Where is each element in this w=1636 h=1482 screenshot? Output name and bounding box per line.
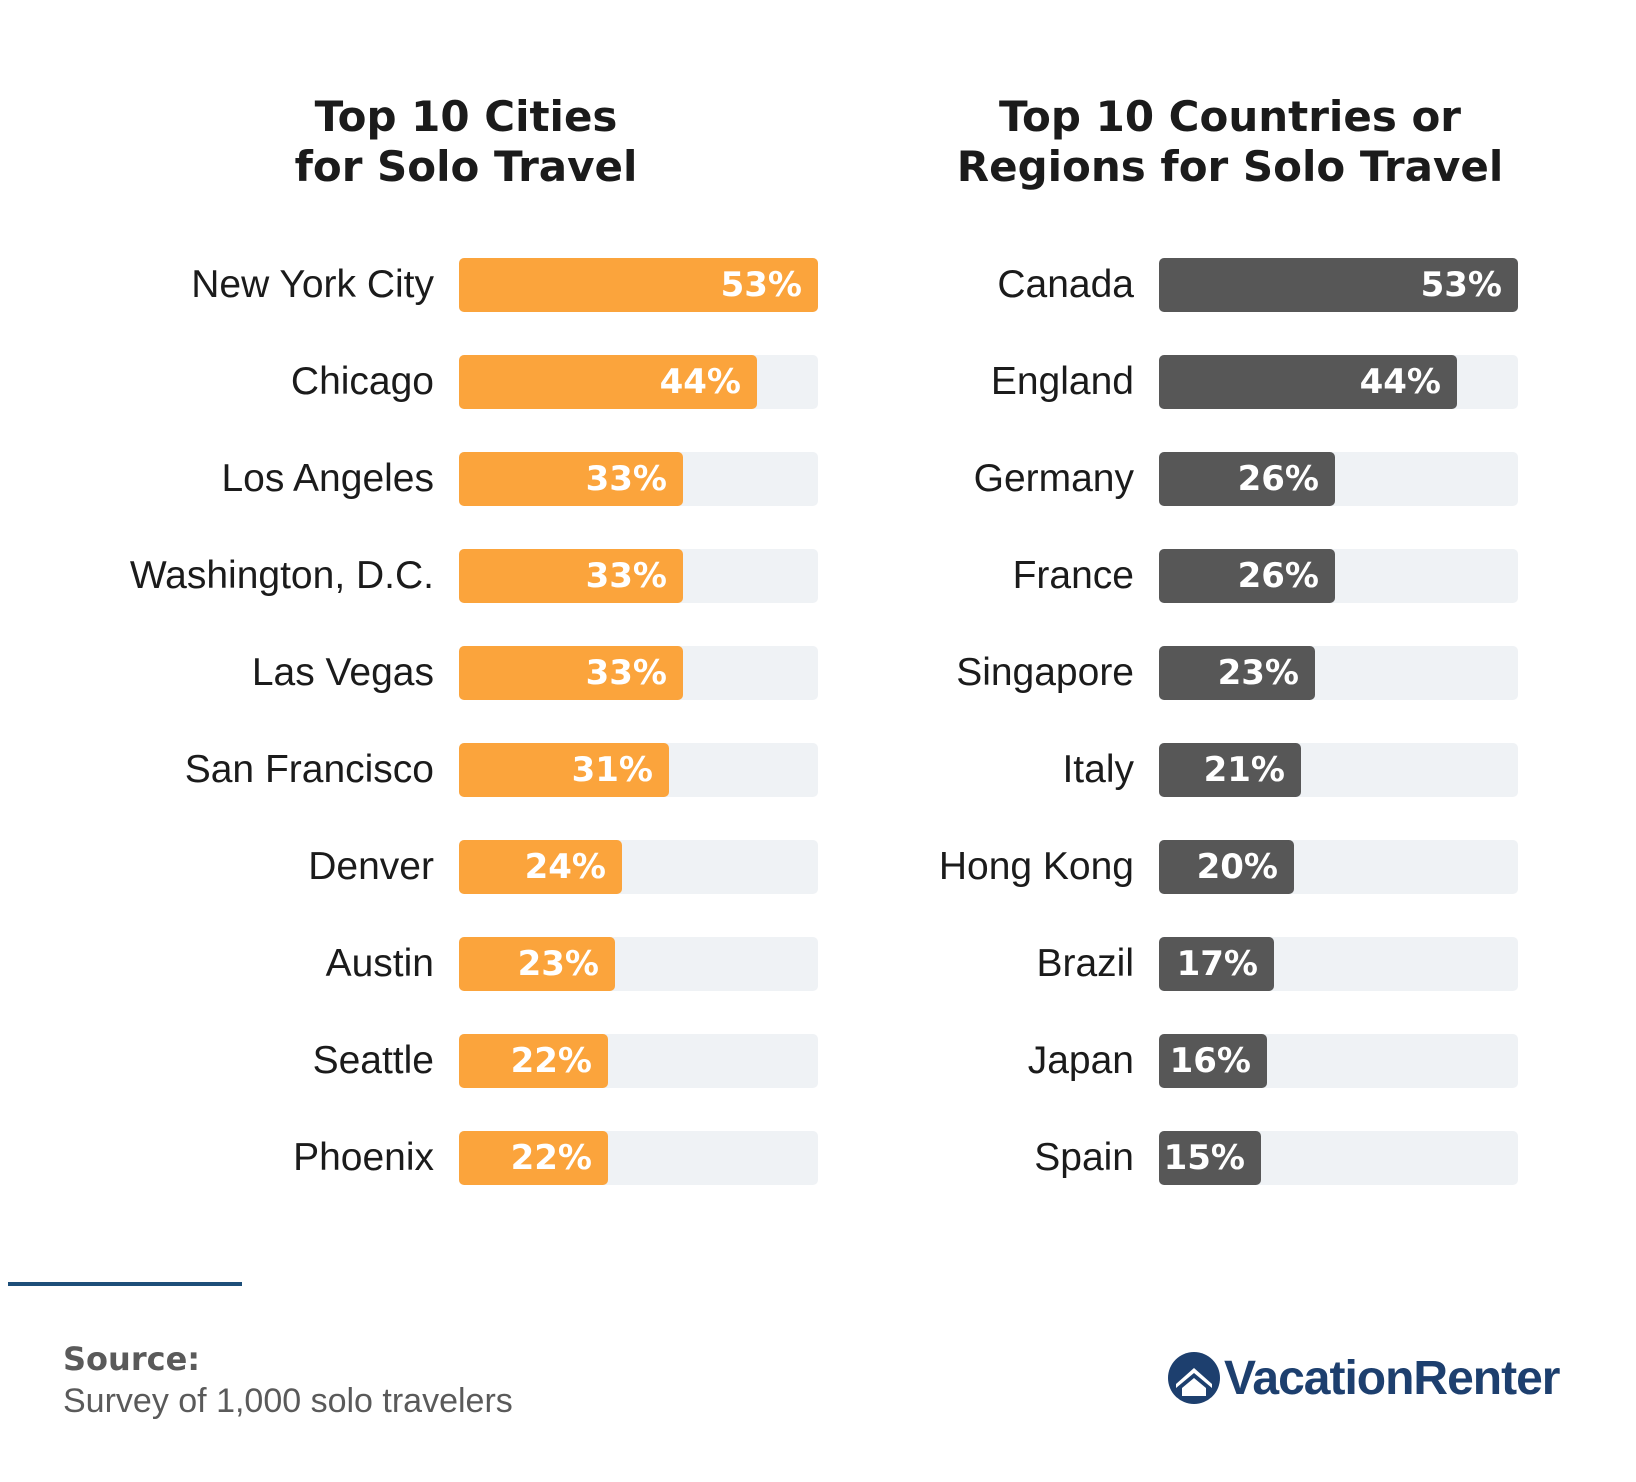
chart-title-cities: Top 10 Cities for Solo Travel <box>294 92 638 191</box>
bar-value-label: 33% <box>585 556 667 596</box>
bar: 23% <box>1159 646 1315 700</box>
bar-category-label: Los Angeles <box>221 457 434 500</box>
bar-category-label: Brazil <box>1036 942 1134 985</box>
bar: 44% <box>459 355 757 409</box>
bar-track: 31% <box>459 743 818 797</box>
bar-value-label: 16% <box>1169 1041 1251 1081</box>
bar-category-label: Hong Kong <box>938 845 1134 888</box>
bar-track: 22% <box>459 1131 818 1185</box>
bar-category-label: Denver <box>308 845 434 888</box>
bar: 53% <box>459 258 818 312</box>
bar-track: 33% <box>459 452 818 506</box>
bar-value-label: 21% <box>1203 750 1285 790</box>
bar: 17% <box>1159 937 1274 991</box>
vacationrenter-logo: VacationRenter <box>1166 1348 1560 1408</box>
bar: 26% <box>1159 549 1335 603</box>
bar-value-label: 24% <box>524 847 606 887</box>
bar-category-label: France <box>1012 554 1134 597</box>
bar-track: 33% <box>459 646 818 700</box>
bar-track: 17% <box>1159 937 1518 991</box>
bar-value-label: 44% <box>659 362 741 402</box>
bar-value-label: 33% <box>585 653 667 693</box>
bar: 31% <box>459 743 669 797</box>
bar-track: 23% <box>459 937 818 991</box>
bar-category-label: Italy <box>1062 748 1134 791</box>
bar-value-label: 26% <box>1237 556 1319 596</box>
bar: 22% <box>459 1131 608 1185</box>
bar-value-label: 26% <box>1237 459 1319 499</box>
house-icon <box>1168 1352 1220 1404</box>
bar-category-label: Singapore <box>956 651 1134 694</box>
bar-value-label: 22% <box>510 1041 592 1081</box>
bar: 33% <box>459 452 683 506</box>
bar-category-label: Phoenix <box>293 1136 434 1179</box>
bar: 44% <box>1159 355 1457 409</box>
bar-track: 53% <box>459 258 818 312</box>
bar-value-label: 33% <box>585 459 667 499</box>
source-text: Survey of 1,000 solo travelers <box>63 1382 513 1420</box>
bar-track: 26% <box>1159 452 1518 506</box>
bar-track: 16% <box>1159 1034 1518 1088</box>
bar: 22% <box>459 1034 608 1088</box>
bar: 21% <box>1159 743 1301 797</box>
bar-value-label: 23% <box>517 944 599 984</box>
bar-value-label: 20% <box>1196 847 1278 887</box>
bar-category-label: Washington, D.C. <box>129 554 434 597</box>
bar-category-label: Spain <box>1034 1136 1134 1179</box>
bar-track: 22% <box>459 1034 818 1088</box>
bar-track: 15% <box>1159 1131 1518 1185</box>
bar-category-label: Seattle <box>312 1039 434 1082</box>
bar-track: 20% <box>1159 840 1518 894</box>
bar-track: 53% <box>1159 258 1518 312</box>
bar-value-label: 22% <box>510 1138 592 1178</box>
bar: 26% <box>1159 452 1335 506</box>
source-label: Source: <box>63 1340 201 1378</box>
bar-value-label: 53% <box>720 265 802 305</box>
bar-category-label: Austin <box>325 942 434 985</box>
bar: 33% <box>459 646 683 700</box>
bar-track: 24% <box>459 840 818 894</box>
bar-track: 44% <box>1159 355 1518 409</box>
bar: 20% <box>1159 840 1294 894</box>
bar: 15% <box>1159 1131 1261 1185</box>
bar-category-label: Las Vegas <box>251 651 434 694</box>
bar-category-label: New York City <box>191 263 434 306</box>
bar-category-label: Japan <box>1027 1039 1134 1082</box>
bar: 23% <box>459 937 615 991</box>
bar-track: 44% <box>459 355 818 409</box>
logo-text: VacationRenter <box>1224 1351 1560 1405</box>
bar: 24% <box>459 840 622 894</box>
bar-track: 33% <box>459 549 818 603</box>
bar-track: 26% <box>1159 549 1518 603</box>
bar-track: 23% <box>1159 646 1518 700</box>
bar-category-label: Canada <box>997 263 1134 306</box>
bar: 33% <box>459 549 683 603</box>
bar-category-label: San Francisco <box>184 748 434 791</box>
bar-track: 21% <box>1159 743 1518 797</box>
bar-category-label: England <box>990 360 1134 403</box>
footer-divider <box>8 1282 242 1286</box>
chart-title-countries: Top 10 Countries or Regions for Solo Tra… <box>956 92 1504 191</box>
bar-value-label: 17% <box>1176 944 1258 984</box>
bar-value-label: 15% <box>1163 1138 1245 1178</box>
bar: 53% <box>1159 258 1518 312</box>
bar-value-label: 44% <box>1359 362 1441 402</box>
bar-value-label: 31% <box>571 750 653 790</box>
bar-value-label: 23% <box>1217 653 1299 693</box>
bar-category-label: Germany <box>973 457 1134 500</box>
bar-value-label: 53% <box>1420 265 1502 305</box>
bar: 16% <box>1159 1034 1267 1088</box>
bar-category-label: Chicago <box>290 360 434 403</box>
